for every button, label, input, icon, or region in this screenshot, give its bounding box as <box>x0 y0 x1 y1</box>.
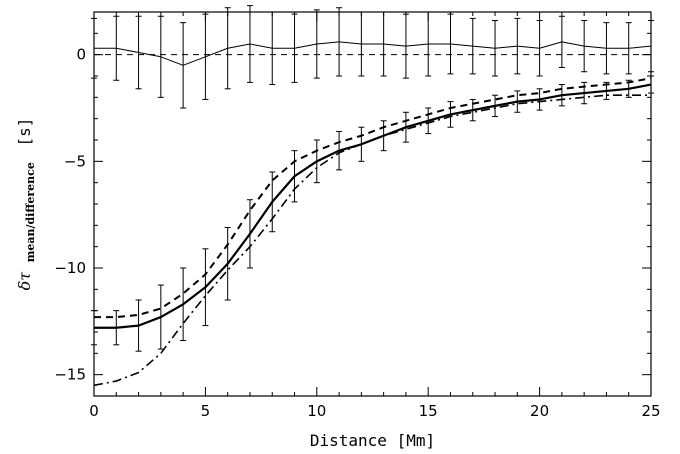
error-bar <box>246 5 253 83</box>
error-bar <box>157 15 164 98</box>
error-bar <box>180 267 187 342</box>
error-bar <box>625 22 632 75</box>
y-axis-subscript: mean/difference <box>24 162 37 262</box>
y-tick-label: 0 <box>76 46 86 64</box>
tick-labels: 0 5 10 15 20 25 0 −5 −10 −15 <box>54 46 660 420</box>
error-bar <box>514 90 521 113</box>
error-bar <box>603 22 610 75</box>
y-axis-unit: [s] <box>15 118 34 147</box>
y-tick-label: −15 <box>54 366 86 384</box>
error-bar <box>135 299 142 352</box>
x-tick-label: 25 <box>641 402 660 420</box>
error-bar <box>469 98 476 122</box>
error-bar <box>558 15 565 68</box>
error-bar <box>469 17 476 75</box>
error-bar <box>558 84 565 107</box>
error-bar <box>336 7 343 77</box>
error-bar <box>269 171 276 233</box>
series-layer <box>93 41 652 387</box>
error-bar <box>313 139 320 184</box>
error-bar <box>425 107 432 135</box>
error-bar <box>113 15 120 81</box>
error-bar <box>380 120 387 152</box>
error-bar <box>492 94 499 118</box>
error-bar <box>313 9 320 79</box>
x-tick-label: 15 <box>419 402 438 420</box>
error-bar <box>603 81 610 100</box>
error-bar <box>291 150 298 203</box>
error-bar <box>135 15 142 90</box>
error-bar <box>224 7 231 90</box>
error-bar <box>402 111 409 143</box>
series-line-dash-dot-thick <box>93 94 651 387</box>
y-axis-symbol: δτ <box>15 271 34 291</box>
error-bar <box>581 81 588 105</box>
error-bar <box>336 130 343 171</box>
y-tick-label: −10 <box>54 259 86 277</box>
error-bar <box>180 22 187 109</box>
x-tick-label: 10 <box>307 402 326 420</box>
x-axis-title: Distance [Mm] <box>310 431 435 450</box>
axes-layer <box>93 11 652 397</box>
error-bar <box>447 101 454 128</box>
error-bar <box>581 20 588 73</box>
series-line-solid-thin <box>94 41 652 66</box>
x-tick-label: 5 <box>201 402 211 420</box>
error-bar <box>536 88 543 111</box>
error-bar <box>492 20 499 77</box>
error-bar <box>514 17 521 75</box>
y-tick-label: −5 <box>64 152 86 170</box>
x-tick-label: 0 <box>89 402 99 420</box>
error-bar <box>157 284 164 350</box>
y-axis-title: δτ mean/difference [s] <box>15 118 38 291</box>
error-bar <box>246 199 253 269</box>
x-tick-label: 20 <box>530 402 549 420</box>
error-bar <box>625 79 632 98</box>
error-bar <box>358 126 365 162</box>
error-bar <box>113 310 120 346</box>
series-line-dashed-thick <box>94 77 652 319</box>
error-bar <box>224 226 231 301</box>
error-bar <box>202 248 209 327</box>
